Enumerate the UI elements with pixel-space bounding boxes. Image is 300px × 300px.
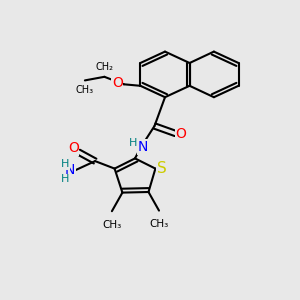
Text: O: O [68,142,79,155]
Text: N: N [65,163,75,177]
Text: O: O [112,76,123,90]
Text: S: S [157,161,167,176]
Text: N: N [137,140,148,154]
Text: H: H [61,174,69,184]
Text: H: H [129,138,138,148]
Text: H: H [61,159,69,169]
Text: O: O [176,127,186,140]
Text: CH₃: CH₃ [76,85,94,95]
Text: CH₃: CH₃ [102,220,122,230]
Text: CH₃: CH₃ [149,219,169,229]
Text: CH₂: CH₂ [95,62,113,72]
